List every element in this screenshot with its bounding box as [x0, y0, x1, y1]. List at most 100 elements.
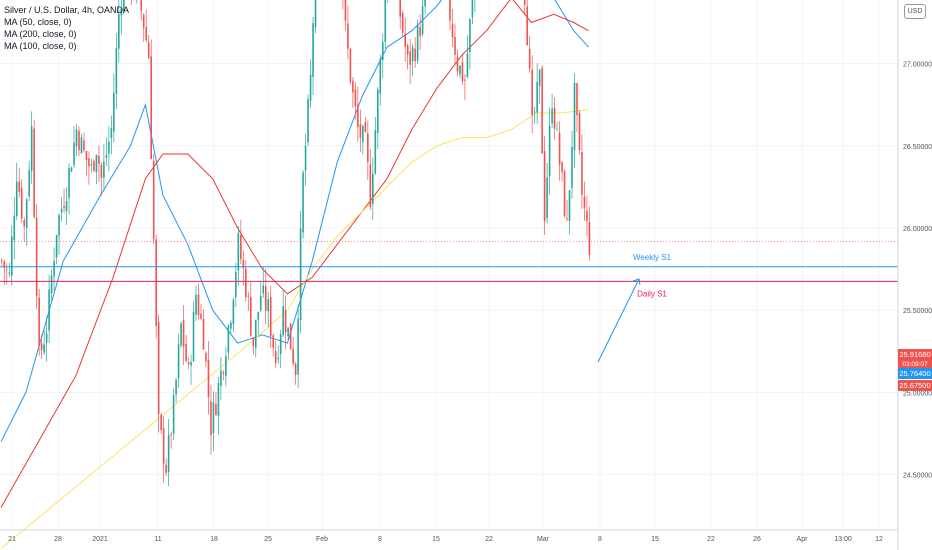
time-tick-label: 2021: [92, 536, 108, 543]
candle-body: [140, 0, 143, 11]
candle-body: [576, 83, 578, 116]
chart-grid: [0, 0, 898, 530]
candle-body: [581, 152, 583, 195]
candle-body: [401, 13, 404, 33]
candle-body: [526, 6, 528, 46]
candle-body: [384, 0, 387, 42]
time-tick-label: Apr: [797, 536, 809, 543]
price-tick-label: 27.00000: [903, 62, 932, 69]
candle-body: [272, 335, 275, 348]
candle-body: [469, 19, 471, 52]
candle-body: [147, 42, 150, 59]
candle-body: [123, 0, 125, 12]
candle-body: [172, 395, 175, 434]
price-axis: 24.0000024.5000025.0000025.5000026.00000…: [897, 0, 932, 550]
candle-body: [257, 311, 260, 320]
candle-body: [152, 160, 155, 240]
candle-body: [90, 164, 93, 166]
ma200-legend[interactable]: MA (200, close, 0): [4, 29, 77, 39]
countdown-tag: 03:09:07: [898, 360, 932, 369]
candle-body: [536, 81, 538, 113]
candle-body: [566, 218, 568, 220]
candle-body: [419, 27, 421, 36]
candle-body: [28, 169, 30, 197]
candle-body: [160, 414, 162, 431]
daily-s1-label: Daily S1: [637, 289, 667, 298]
candle-body: [556, 128, 558, 130]
candle-body: [98, 156, 100, 165]
candle-body: [73, 142, 75, 166]
candle-body: [38, 297, 40, 347]
candle-body: [461, 61, 464, 82]
candle-body: [237, 232, 240, 271]
candle-body: [254, 319, 257, 348]
candle-body: [292, 348, 294, 364]
candle-body: [108, 141, 110, 154]
time-tick-label: 28: [54, 536, 62, 543]
candle-body: [533, 111, 536, 113]
candle-body: [421, 6, 424, 34]
candle-body: [571, 147, 573, 188]
time-axis: 21 28 2021 11 18 25 Feb 8 15 22 Mar 8 15 22 26 Apr 13:00…: [0, 529, 898, 543]
candle-body: [33, 128, 35, 217]
candle-body: [210, 401, 212, 436]
candle-body: [60, 208, 63, 213]
candle-body: [53, 261, 55, 277]
candle-body: [568, 190, 571, 221]
chart-overlays: Weekly S1 Daily S1: [0, 241, 898, 363]
candle-body: [543, 151, 546, 222]
candle-body: [240, 234, 242, 260]
candle-body: [372, 173, 374, 205]
candle-body: [247, 295, 250, 297]
candle-body: [259, 295, 262, 311]
ma100-legend[interactable]: MA (100, close, 0): [4, 41, 77, 51]
candle-body: [63, 206, 65, 209]
price-tick-label: 26.00000: [903, 226, 932, 233]
candle-body: [103, 161, 105, 178]
price-tick-label: 25.50000: [903, 308, 932, 315]
candle-body: [381, 41, 384, 61]
candle-body: [162, 428, 165, 464]
candle-body: [277, 357, 279, 360]
candle-body: [578, 113, 581, 151]
candle-body: [185, 343, 187, 362]
symbol-title[interactable]: Silver / U.S. Dollar, 4h, OANDA: [4, 5, 130, 15]
candle-body: [192, 311, 195, 361]
candle-body: [50, 275, 53, 294]
candle-body: [449, 0, 451, 21]
candle-body: [250, 296, 252, 336]
candle-body: [40, 343, 43, 351]
candle-body: [115, 48, 118, 94]
candle-body: [8, 272, 11, 274]
candle-body: [1, 260, 3, 262]
candle-body: [352, 80, 354, 93]
ma50-legend[interactable]: MA (50, close, 0): [4, 17, 72, 27]
candle-body: [551, 108, 553, 124]
candle-body: [454, 36, 456, 55]
candle-body: [359, 124, 362, 138]
candle-body: [145, 27, 148, 41]
candle-body: [424, 0, 426, 7]
candle-body: [546, 177, 548, 219]
candle-body: [18, 181, 21, 193]
candle-body: [471, 0, 474, 18]
candle-body: [157, 322, 160, 414]
candle-body: [215, 404, 217, 415]
candle-body: [197, 294, 200, 316]
time-tick-label: 11: [154, 536, 161, 543]
price-tick-label: 26.50000: [903, 144, 932, 151]
candle-body: [367, 133, 369, 163]
candlestick-series: [1, 0, 591, 486]
currency-badge[interactable]: USD: [904, 4, 926, 19]
candle-body: [357, 104, 359, 128]
candle-body: [5, 268, 8, 270]
time-tick-label: 15: [432, 536, 440, 543]
candle-body: [583, 196, 586, 208]
candle-body: [252, 337, 255, 347]
candle-body: [167, 434, 170, 473]
candle-body: [83, 140, 85, 151]
candle-body: [528, 48, 531, 69]
candle-body: [120, 8, 123, 16]
candle-body: [177, 344, 180, 378]
